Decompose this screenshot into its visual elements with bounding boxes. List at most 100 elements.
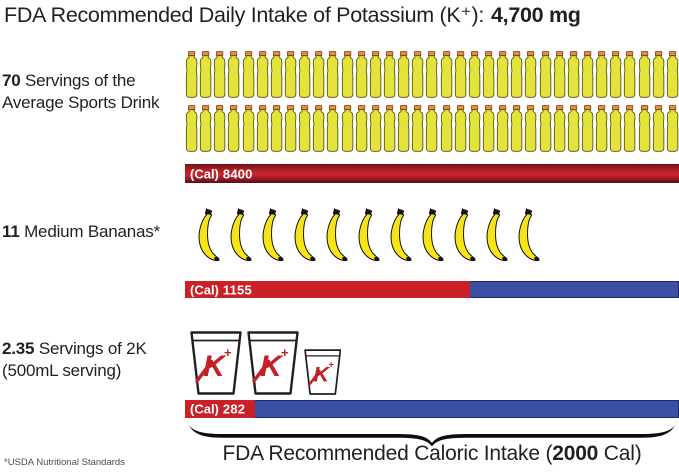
bottle-icon <box>284 104 297 153</box>
bottle-icon <box>213 104 226 153</box>
bottle-icon <box>341 50 354 99</box>
bottle-icon <box>482 104 495 153</box>
bottle-icon <box>581 50 594 99</box>
bottle-icon <box>638 50 651 99</box>
cup-icon <box>304 349 341 395</box>
label-count: 11 <box>2 222 20 241</box>
bottle-icon <box>595 104 608 153</box>
title-value: 4,700 mg <box>491 3 581 27</box>
title-text: FDA Recommended Daily Intake of Potassiu… <box>4 3 484 27</box>
label-sports-drink: 70 Servings of the Average Sports Drink <box>2 70 184 115</box>
bottle-icon <box>227 50 240 99</box>
bottle-icon <box>468 104 481 153</box>
bottle-icon <box>242 104 255 153</box>
bottle-icon <box>482 50 495 99</box>
bottle-icon <box>341 104 354 153</box>
footnote: *USDA Nutritional Standards <box>4 457 125 468</box>
label-line2: (500mL serving) <box>2 361 122 381</box>
banana-icon <box>451 204 479 266</box>
bottle-icon <box>411 50 424 99</box>
bottle-icon <box>666 104 679 153</box>
banana-icon <box>259 204 287 266</box>
bottle-icon <box>425 50 438 99</box>
calorie-bar-label: (Cal) 8400 <box>190 166 253 181</box>
cal-prefix: (Cal) <box>190 282 219 297</box>
bottle-icon <box>312 50 325 99</box>
caloric-intake-caption: FDA Recommended Caloric Intake (2000 Cal… <box>185 442 679 466</box>
cal-prefix: (Cal) <box>190 166 219 181</box>
sports-drink-bottles-row-1 <box>185 50 679 99</box>
bottle-icon <box>440 50 453 99</box>
bottle-icon <box>638 104 651 153</box>
bottle-icon <box>609 104 622 153</box>
bottle-icon <box>553 50 566 99</box>
label-count: 2.35 <box>2 339 35 358</box>
caption-suffix: Cal) <box>598 442 642 465</box>
caption-value: 2000 <box>552 442 599 465</box>
bottle-icon <box>454 50 467 99</box>
bottle-icon <box>284 50 297 99</box>
calorie-bar-bananas: (Cal) 1155 <box>185 281 679 298</box>
bottle-icon <box>397 50 410 99</box>
calorie-bar-label: (Cal) 1155 <box>190 282 252 297</box>
page-title: FDA Recommended Daily Intake of Potassiu… <box>4 3 676 28</box>
bottle-icon <box>567 104 580 153</box>
cup-icon <box>247 331 299 395</box>
calorie-bar-label: (Cal) 282 <box>190 402 245 417</box>
banana-icon <box>323 204 351 266</box>
calorie-bar-red-segment <box>185 281 471 298</box>
bottle-icon <box>567 50 580 99</box>
bottle-icon <box>609 50 622 99</box>
bottle-icon <box>425 104 438 153</box>
bottle-icon <box>595 50 608 99</box>
label-2k-servings: 2.35 Servings of 2K (500mL serving) <box>2 338 184 383</box>
bottle-icon <box>524 50 537 99</box>
cup-icon <box>190 331 242 395</box>
label-text: Servings of the <box>20 71 136 90</box>
bottle-icon <box>369 104 382 153</box>
label-line: 70 Servings of the <box>2 70 184 92</box>
caption-prefix: FDA Recommended Caloric Intake ( <box>222 442 553 465</box>
label-line: 11 Medium Bananas* <box>2 221 184 243</box>
label-line2: Average Sports Drink <box>2 93 160 113</box>
banana-icon <box>515 204 543 266</box>
bottle-icon <box>496 50 509 99</box>
bottle-icon <box>539 104 552 153</box>
bottle-icon <box>652 104 665 153</box>
banana-icon <box>291 204 319 266</box>
bananas-row <box>195 202 547 266</box>
bottle-icon <box>454 104 467 153</box>
potassium-cups-row <box>190 331 341 395</box>
bottle-icon <box>553 104 566 153</box>
bottle-icon <box>623 50 636 99</box>
bottle-icon <box>411 104 424 153</box>
bottle-icon <box>623 104 636 153</box>
bottle-icon <box>242 50 255 99</box>
bottle-icon <box>227 104 240 153</box>
bottle-icon <box>383 104 396 153</box>
bottle-icon <box>440 104 453 153</box>
bottle-icon <box>539 50 552 99</box>
cal-value: 8400 <box>222 166 253 181</box>
bottle-icon <box>185 50 198 99</box>
bottle-icon <box>581 104 594 153</box>
bottle-icon <box>369 50 382 99</box>
bottle-icon <box>355 50 368 99</box>
banana-icon <box>387 204 415 266</box>
banana-icon <box>419 204 447 266</box>
calorie-bar-2k: (Cal) 282 <box>185 400 679 418</box>
bottle-icon <box>199 104 212 153</box>
bottle-icon <box>397 104 410 153</box>
bottle-icon <box>256 50 269 99</box>
bottle-icon <box>326 104 339 153</box>
bottle-icon <box>326 50 339 99</box>
calorie-bar-red-segment <box>185 400 256 418</box>
sports-drink-bottles-row-2 <box>185 104 679 153</box>
cal-value: 1155 <box>222 282 252 297</box>
bottle-icon <box>510 50 523 99</box>
bottle-icon <box>298 50 311 99</box>
label-text: Medium Bananas* <box>19 222 161 241</box>
bottle-icon <box>383 50 396 99</box>
bottle-icon <box>355 104 368 153</box>
